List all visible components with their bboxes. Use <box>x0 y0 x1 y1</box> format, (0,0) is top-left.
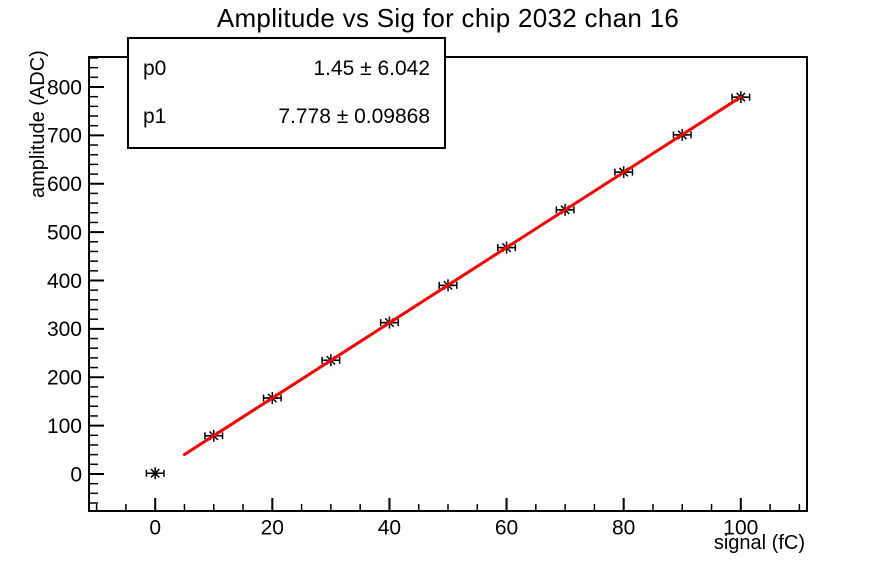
fit-param-row-p1: p1 7.778 ± 0.09868 <box>143 105 430 129</box>
x-tick-label: 60 <box>495 516 518 539</box>
param-name-p0: p0 <box>143 57 167 80</box>
x-tick-label: 40 <box>378 516 401 539</box>
x-tick-label: 20 <box>261 516 284 539</box>
fit-line <box>182 95 743 456</box>
x-tick-label: 80 <box>612 516 635 539</box>
x-axis-title: signal (fC) <box>713 532 805 554</box>
y-axis-title: amplitude (ADC) <box>27 50 49 198</box>
y-tick-label: 600 <box>47 173 82 196</box>
x-tick-label: 0 <box>149 516 161 539</box>
fit-param-row-p0: p0 1.45 ± 6.042 <box>143 57 430 81</box>
y-tick-label: 0 <box>70 463 82 486</box>
y-tick-label: 100 <box>47 415 82 438</box>
param-value-p1: 7.778 ± 0.09868 <box>278 105 430 128</box>
y-tick-label: 800 <box>47 76 82 99</box>
param-value-p0: 1.45 ± 6.042 <box>313 57 430 80</box>
y-tick-label: 500 <box>47 221 82 244</box>
param-name-p1: p1 <box>143 105 167 128</box>
x-tick-label: 100 <box>723 516 758 539</box>
y-tick-label: 700 <box>47 125 82 148</box>
y-tick-label: 300 <box>47 318 82 341</box>
y-tick-label: 200 <box>47 367 82 390</box>
y-tick-label: 400 <box>47 270 82 293</box>
stats-box: p0 1.45 ± 6.042 p1 7.778 ± 0.09868 <box>127 37 446 149</box>
data-point-marker <box>150 468 160 478</box>
chart-title: Amplitude vs Sig for chip 2032 chan 16 <box>216 3 680 33</box>
data-point <box>145 467 165 480</box>
